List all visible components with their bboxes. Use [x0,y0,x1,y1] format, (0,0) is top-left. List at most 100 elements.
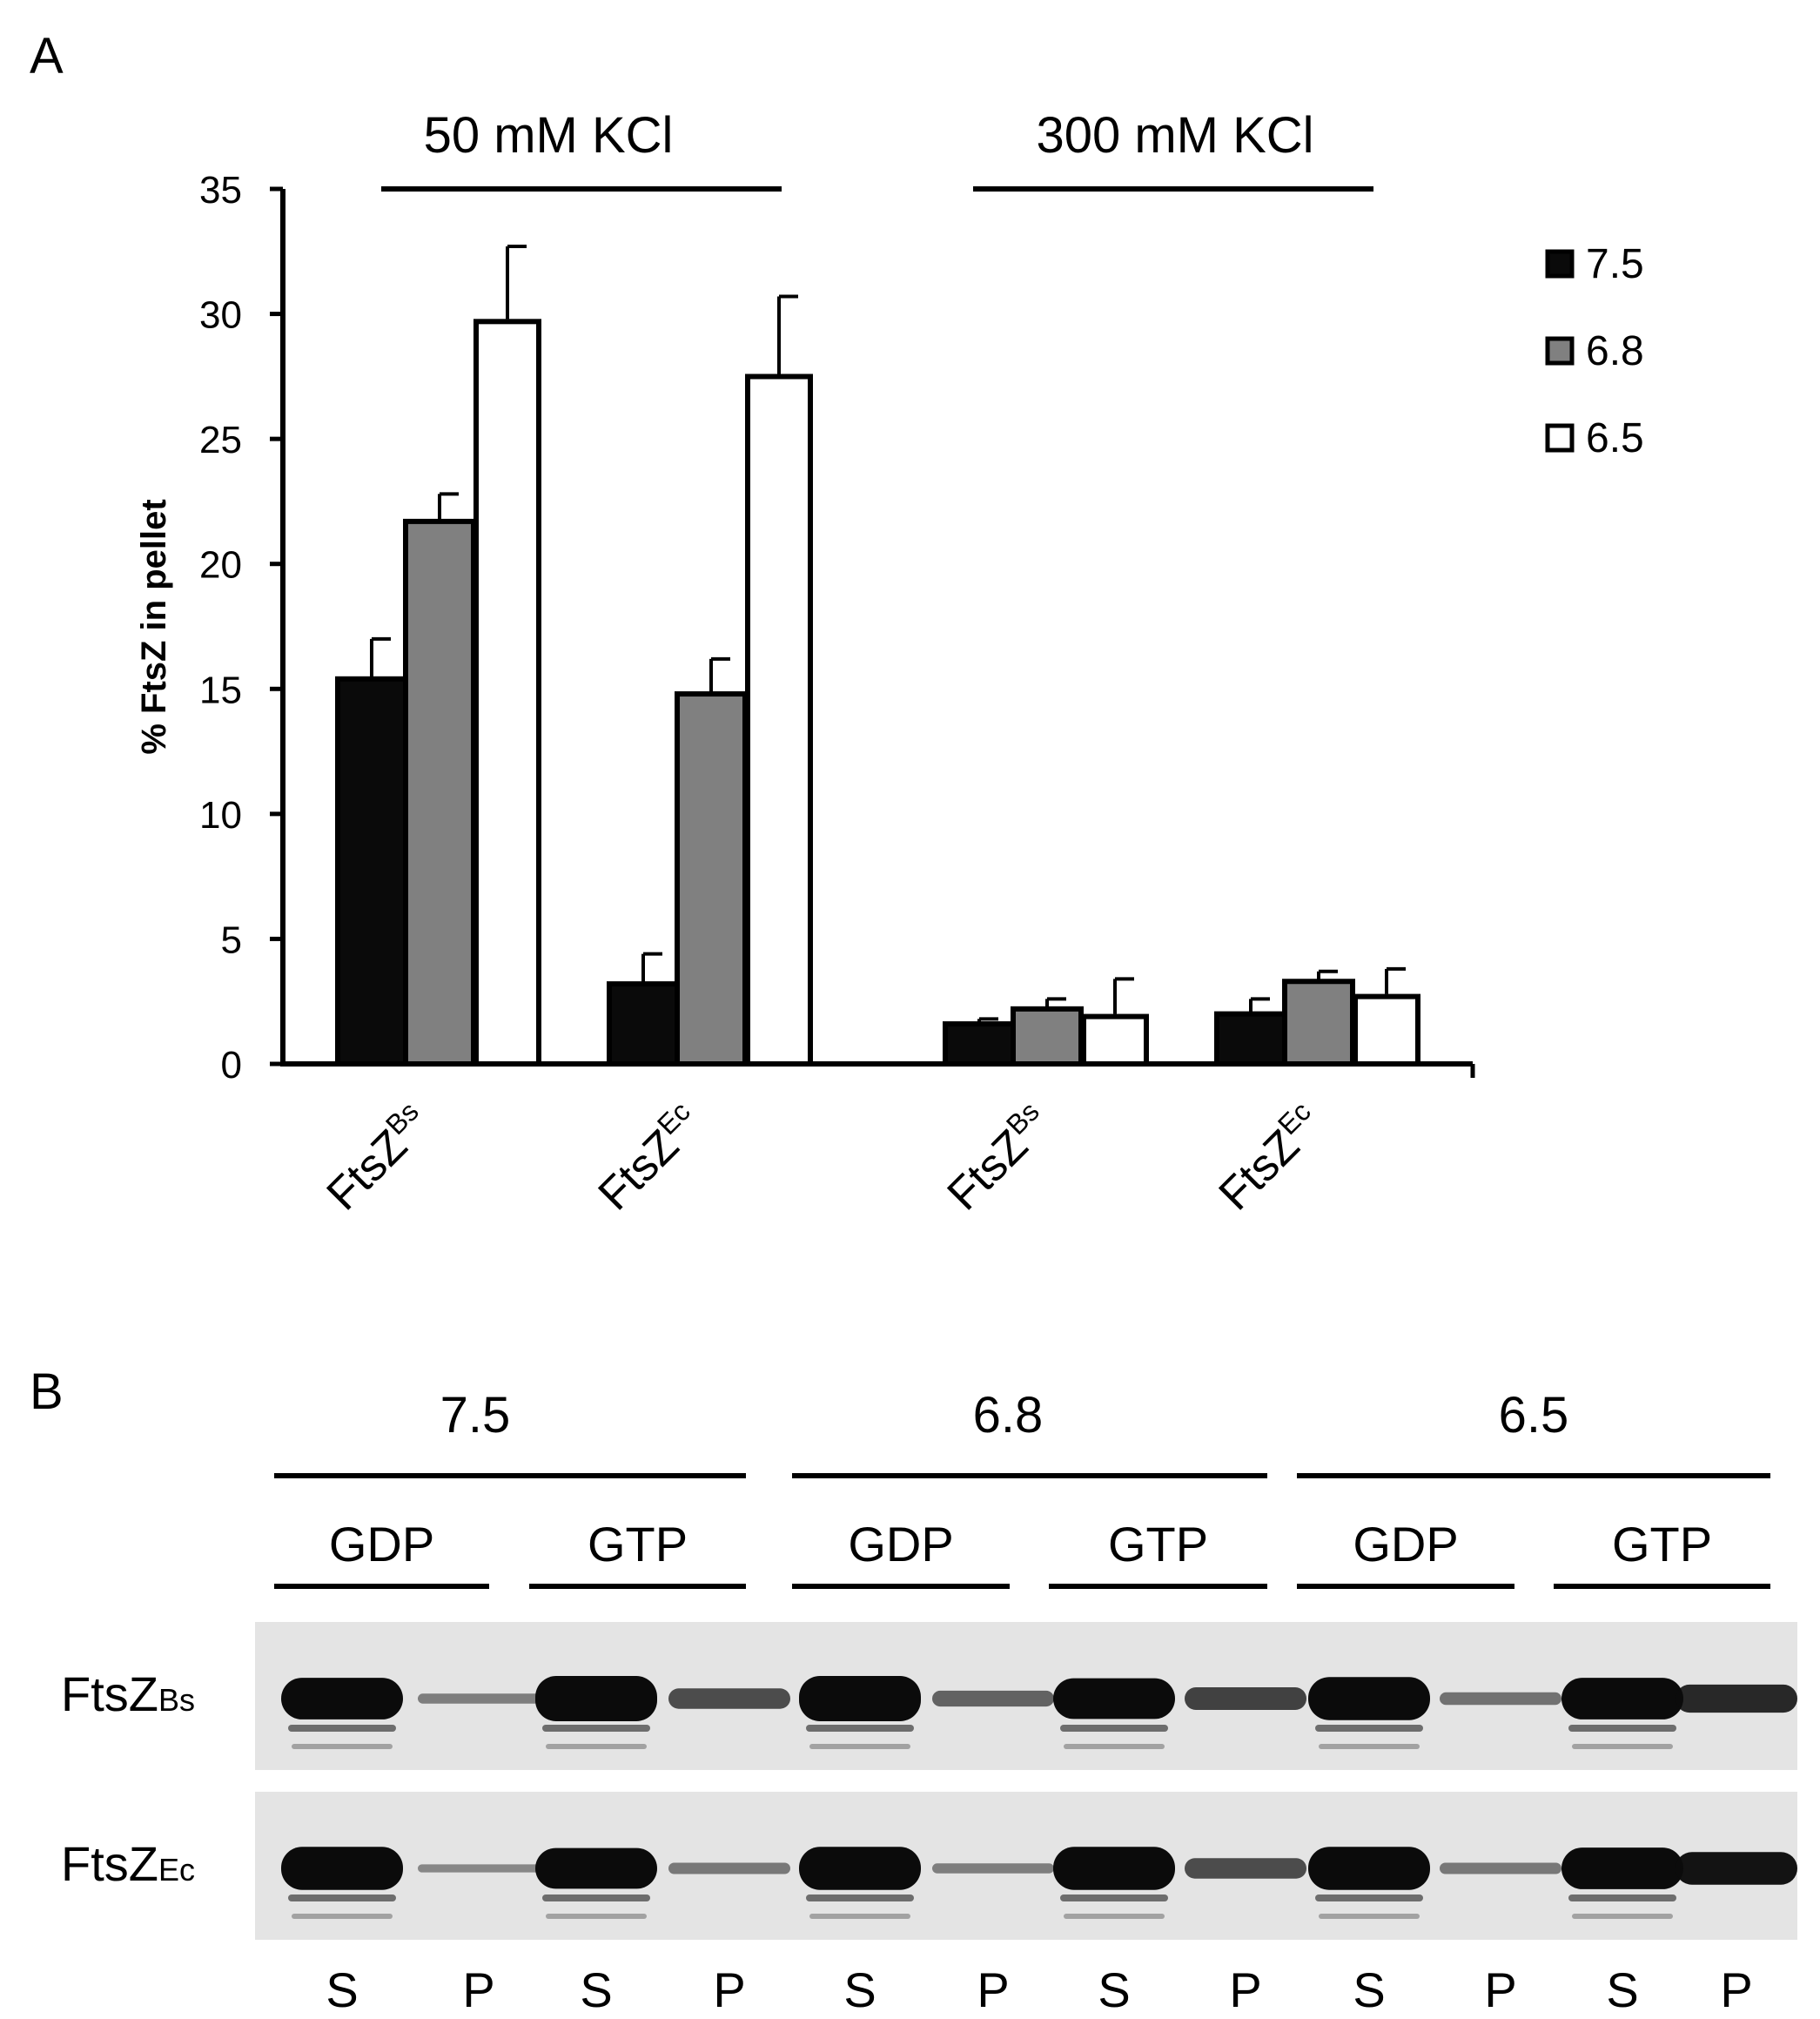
gel-minor-band [806,1894,914,1901]
bar [745,374,813,1067]
gel-band [1053,1678,1175,1720]
gel-minor-band [1315,1725,1423,1732]
panel-b: B 7.5 6.8 6.5 GDP GTP GDP GTP GDP GTP FtsZBsFts… [30,1363,1797,2017]
gel-minor-band [1319,1914,1420,1919]
ph-header-label: 7.5 [440,1387,511,1444]
nucleotide-label: GTP [1612,1517,1712,1571]
gel-minor-band [542,1725,650,1732]
gel-minor-band [809,1914,910,1919]
ph-headers: 7.5 6.8 6.5 [274,1387,1770,1478]
gel-minor-band [1572,1914,1673,1919]
gel-band [799,1676,921,1721]
gel-band [1676,1852,1797,1885]
gel-minor-band [1568,1725,1676,1732]
gel-band [418,1693,540,1704]
bar [1353,993,1420,1067]
group-label-300mm: 300 mM KCl [1036,107,1313,164]
gel-minor-band [1568,1894,1676,1901]
legend: 7.5 6.8 6.5 [1545,241,1644,461]
gel-band [1440,1862,1561,1874]
gel-band [668,1862,790,1874]
gel-band [1561,1847,1683,1889]
y-axis-ticks: 0 5 10 15 20 25 30 35 [199,169,283,1087]
fraction-label: S [580,1962,612,2017]
gel-band [1308,1847,1430,1890]
gel-minor-band [1315,1894,1423,1901]
bar [403,518,476,1067]
fraction-label: P [1229,1962,1261,2017]
gel-band [535,1847,657,1889]
fraction-label: P [977,1962,1009,2017]
fraction-label: P [1720,1962,1752,2017]
nucleotide-label: GTP [1108,1517,1208,1571]
legend-label: 7.5 [1586,241,1644,287]
bar [335,676,408,1067]
bars [335,245,1420,1067]
fraction-label: S [1353,1962,1385,2017]
bar [1081,1013,1149,1067]
gel-minor-band [809,1744,910,1749]
gel-row-label: FtsZBs [61,1666,195,1721]
y-tick-label: 30 [199,294,242,337]
gel-band [1185,1687,1306,1710]
y-tick-label: 35 [199,169,242,212]
gel-minor-band [1064,1914,1165,1919]
gel-band [1440,1692,1561,1706]
y-axis-label: % FtsZ in pellet [135,499,173,754]
bar [675,691,748,1067]
panel-a-label: A [30,28,64,84]
gel-row-labels: FtsZBs FtsZEc [61,1666,195,1891]
y-tick-label: 5 [221,919,242,961]
nucleotide-label: GDP [848,1517,953,1571]
nucleotide-label: GDP [329,1517,434,1571]
gel-minor-band [292,1744,393,1749]
nucleotide-label: GTP [588,1517,688,1571]
gel-band [932,1863,1054,1874]
gel-minor-band [288,1894,396,1901]
fraction-label: S [326,1962,358,2017]
gel-minor-band [1064,1744,1165,1749]
gel-minor-band [546,1744,647,1749]
fraction-label: P [462,1962,494,2017]
gel-band [281,1847,403,1890]
legend-label: 6.8 [1586,328,1644,374]
panel-b-label: B [30,1363,64,1420]
fraction-label: S [1098,1962,1130,2017]
gel-band [418,1864,540,1873]
gel-minor-band [806,1725,914,1732]
legend-swatch [1545,336,1575,366]
ph-header-label: 6.8 [973,1387,1044,1444]
y-tick-label: 15 [199,669,242,711]
y-tick-label: 20 [199,544,242,587]
bar [607,981,680,1067]
nucleotide-headers: GDP GTP GDP GTP GDP GTP [274,1517,1770,1589]
legend-swatch [1545,423,1575,453]
bar [1214,1011,1287,1067]
nucleotide-label: GDP [1353,1517,1458,1571]
gel-minor-band [1572,1744,1673,1749]
gel-band [281,1678,403,1720]
gels [255,1622,1797,1940]
gel-band [1308,1677,1430,1720]
gel-band [1053,1847,1175,1890]
fraction-label: P [713,1962,745,2017]
bar [943,1021,1016,1067]
y-tick-label: 0 [221,1044,242,1087]
ph-header-label: 6.5 [1499,1387,1569,1444]
gel-minor-band [292,1914,393,1919]
bar [1011,1006,1084,1067]
group-label-50mm: 50 mM KCl [424,107,674,164]
legend-label: 6.5 [1586,415,1644,461]
gel-band [932,1690,1054,1707]
y-tick-label: 25 [199,419,242,461]
gel-band [799,1847,921,1890]
legend-swatch [1545,249,1575,279]
bar [1282,979,1355,1067]
fraction-label: P [1484,1962,1516,2017]
gel-band [535,1676,657,1721]
gel-minor-band [1319,1744,1420,1749]
fraction-label: S [843,1962,876,2017]
gel-band [1676,1684,1797,1713]
